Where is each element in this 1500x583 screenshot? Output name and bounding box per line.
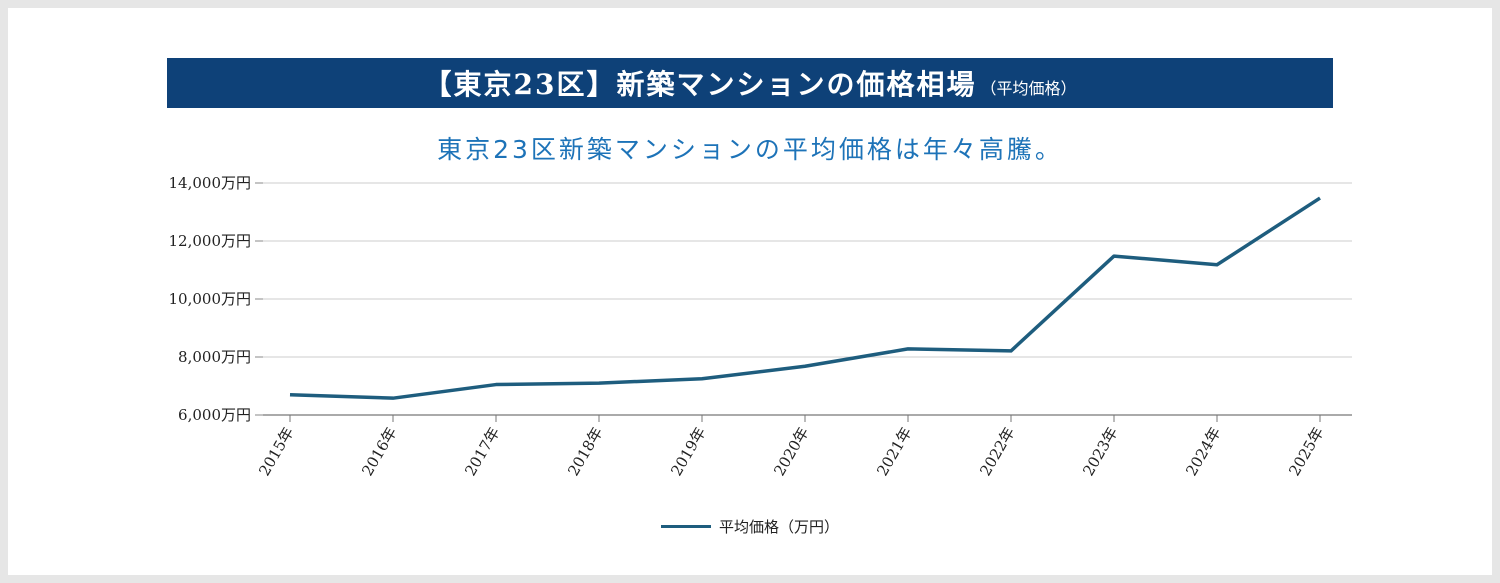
chart-banner: 【東京23区】新築マンションの価格相場 （平均価格）: [167, 58, 1333, 108]
banner-title: 【東京23区】新築マンションの価格相場: [423, 68, 977, 101]
y-tick-labels: 6,000万円 8,000万円 10,000万円 12,000万円 14,000万円: [169, 174, 263, 424]
legend-label: 平均価格（万円）: [718, 518, 839, 536]
x-tick-label: 2024年: [1182, 424, 1224, 479]
x-tick-label: 2020年: [770, 424, 812, 479]
legend-swatch: [660, 525, 711, 528]
y-tick-label: 6,000万円: [178, 406, 251, 424]
chart-card: 【東京23区】新築マンションの価格相場 （平均価格） 東京23区新築マンションの…: [8, 8, 1492, 575]
x-tick-label: 2018年: [564, 424, 606, 479]
x-tick-label: 2023年: [1079, 424, 1121, 479]
series-lines: [289, 196, 1321, 400]
x-tick-label: 2017年: [461, 424, 503, 479]
x-tick-label: 2019年: [667, 424, 709, 479]
y-tick-label: 14,000万円: [169, 174, 252, 192]
x-tick-label: 2021年: [873, 424, 915, 479]
y-tick-label: 12,000万円: [169, 232, 252, 250]
chart-legend: 平均価格（万円）: [8, 516, 1492, 537]
grid-lines: [263, 182, 1352, 358]
x-tick-labels: 2015年 2016年 2017年 2018年 2019年 2020年 2021年 2022年…: [255, 415, 1327, 479]
series-line: [289, 196, 1321, 400]
y-tick-label: 10,000万円: [169, 290, 252, 308]
x-tick-label: 2025年: [1285, 424, 1327, 479]
x-tick-label: 2015年: [255, 424, 297, 479]
line-chart: 6,000万円 8,000万円 10,000万円 12,000万円 14,000万円 2…: [169, 174, 1352, 479]
banner-title-suffix: （平均価格）: [980, 79, 1077, 98]
x-tick-label: 2022年: [976, 424, 1018, 479]
x-tick-label: 2016年: [358, 424, 400, 479]
chart-subtitle: 東京23区新築マンションの平均価格は年々高騰。: [437, 135, 1063, 164]
y-tick-label: 8,000万円: [178, 348, 251, 366]
